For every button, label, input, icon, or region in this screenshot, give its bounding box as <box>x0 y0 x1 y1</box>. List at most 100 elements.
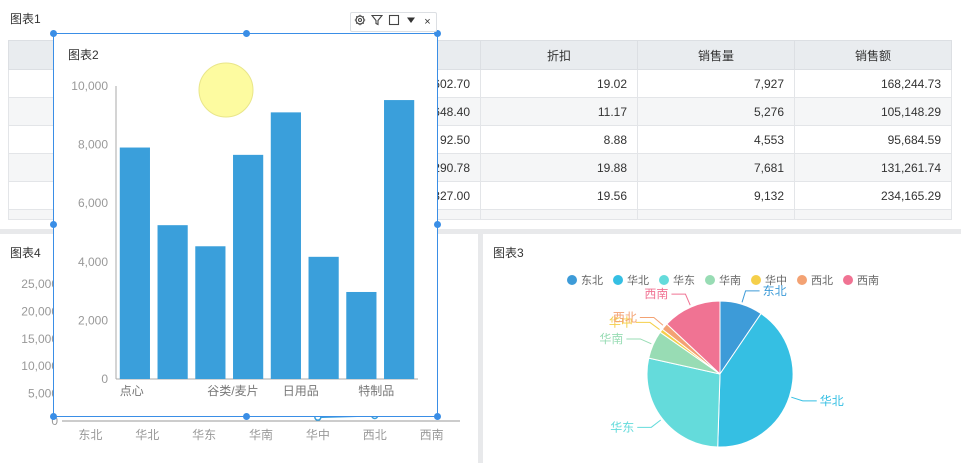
pie-legend: 东北 华北 华东 华南 华中 西北 西南 <box>567 272 879 288</box>
bar-chart: 0 2,000 4,000 6,000 8,000 10,000 点心 谷类/麦片 日用品 特制品 <box>71 62 418 398</box>
table-cell: 168,244.73 <box>794 69 952 98</box>
table-cell: 7,681 <box>637 153 795 182</box>
slice-label: 华中 <box>609 314 633 329</box>
slice-label-line <box>637 419 662 428</box>
table-cell: 8.88 <box>480 125 638 154</box>
legend-swatch <box>613 275 623 285</box>
slice-label-line <box>741 290 760 303</box>
x-tick-label: 华中 <box>306 427 330 442</box>
maximize-icon[interactable] <box>387 14 401 30</box>
menu-icon[interactable] <box>404 14 418 30</box>
legend-item[interactable]: 华北 <box>613 272 649 288</box>
y-tick-label: 8,000 <box>78 138 108 152</box>
table-cell: 7,927 <box>637 69 795 98</box>
table-cell: 19.88 <box>480 153 638 182</box>
chart-panel-2[interactable]: 图表2 0 2,000 4,000 6,000 8,000 10,000 点心 谷类/麦片 日用… <box>53 33 438 417</box>
x-tick-label: 日用品 <box>283 384 319 398</box>
legend-swatch <box>751 275 761 285</box>
legend-item[interactable]: 华中 <box>751 272 787 288</box>
legend-label: 华东 <box>673 275 695 287</box>
y-tick-label: 0 <box>51 414 58 428</box>
chart-toolbar: × <box>350 12 437 32</box>
table-cell: 19.02 <box>480 69 638 98</box>
x-tick-label: 特制品 <box>358 383 394 398</box>
slice-label: 西北 <box>613 310 637 324</box>
pie-slice <box>646 357 721 448</box>
x-tick-label: 西北 <box>363 428 387 442</box>
close-icon[interactable]: × <box>424 16 431 28</box>
legend-item[interactable]: 东北 <box>567 272 603 288</box>
y-tick-label: 10,000 <box>71 79 108 93</box>
legend-swatch <box>843 275 853 285</box>
slice-label-line <box>671 293 691 306</box>
table-cell: 234,165.29 <box>794 181 952 210</box>
y-tick-label: 10,000 <box>21 359 58 373</box>
legend-label: 西北 <box>811 275 833 287</box>
panel-title: 图表3 <box>493 246 524 260</box>
bar <box>233 154 264 379</box>
pie-slice <box>666 300 721 376</box>
bar <box>195 246 226 379</box>
slice-label-line <box>791 396 817 402</box>
legend-item[interactable]: 华南 <box>705 272 741 288</box>
legend-label: 东北 <box>581 275 603 287</box>
resize-handle-se[interactable] <box>434 413 441 420</box>
resize-handle-n[interactable] <box>243 30 250 37</box>
slice-label: 西南 <box>644 286 668 301</box>
column-header[interactable]: 销售量 <box>637 40 795 70</box>
resize-handle-nw[interactable] <box>50 30 57 37</box>
settings-icon[interactable] <box>353 14 367 30</box>
bar <box>346 291 377 379</box>
legend-swatch <box>797 275 807 285</box>
column-header[interactable]: 折扣 <box>480 40 638 70</box>
slice-label: 华东 <box>610 420 634 434</box>
column-header[interactable]: 销售额 <box>794 40 952 70</box>
table-cell: 131,261.74 <box>794 153 952 182</box>
table-cell: 9,132 <box>637 181 795 210</box>
resize-handle-sw[interactable] <box>50 413 57 420</box>
panel-title: 图表2 <box>68 48 99 62</box>
resize-handle-e[interactable] <box>434 221 441 228</box>
filter-icon[interactable] <box>370 14 384 30</box>
table-cell: 95,684.59 <box>794 125 952 154</box>
legend-label: 华南 <box>719 275 741 287</box>
legend-label: 华中 <box>765 275 787 287</box>
legend-label: 华北 <box>627 275 649 287</box>
legend-swatch <box>659 275 669 285</box>
bar <box>157 225 188 379</box>
bar <box>384 100 415 380</box>
legend-item[interactable]: 西北 <box>797 272 833 288</box>
legend-label: 西南 <box>857 275 879 287</box>
slice-label-line <box>626 338 652 345</box>
y-tick-label: 2,000 <box>78 313 108 327</box>
resize-handle-w[interactable] <box>50 221 57 228</box>
slice-label: 华南 <box>599 331 623 346</box>
y-tick-label: 0 <box>101 372 108 386</box>
legend-item[interactable]: 西南 <box>843 272 879 288</box>
y-tick-label: 4,000 <box>78 255 108 269</box>
line-chart: 0 5,000 10,000 15,000 20,000 25,000 东北 华北 华东 华南 华中… <box>21 277 460 442</box>
bar <box>119 147 150 379</box>
bar <box>270 112 301 380</box>
sun-shape <box>198 62 254 118</box>
resize-handle-ne[interactable] <box>434 30 441 37</box>
panel-title: 图表4 <box>10 246 41 260</box>
y-tick-label: 20,000 <box>21 304 58 318</box>
resize-handle-s[interactable] <box>243 413 250 420</box>
legend-swatch <box>705 275 715 285</box>
panel-title: 图表1 <box>10 12 41 26</box>
y-tick-label: 6,000 <box>78 196 108 210</box>
table-cell: 19.56 <box>480 181 638 210</box>
slice-label: 华北 <box>820 394 844 408</box>
x-tick-label: 谷类/麦片 <box>207 384 258 398</box>
x-tick-label: 西南 <box>420 427 444 442</box>
slice-label-line <box>635 321 660 330</box>
table-cell <box>794 209 952 220</box>
x-tick-label: 华东 <box>192 428 216 442</box>
table-cell: 11.17 <box>480 97 638 126</box>
x-tick-label: 东北 <box>78 428 102 442</box>
y-tick-label: 15,000 <box>21 332 58 346</box>
chart-panel-3: 图表3 东北 华北 华东 华南 华中 西北 西南 东北 华北 华东 华南 华中 西北 西南 <box>483 234 961 463</box>
legend-item[interactable]: 华东 <box>659 272 695 288</box>
